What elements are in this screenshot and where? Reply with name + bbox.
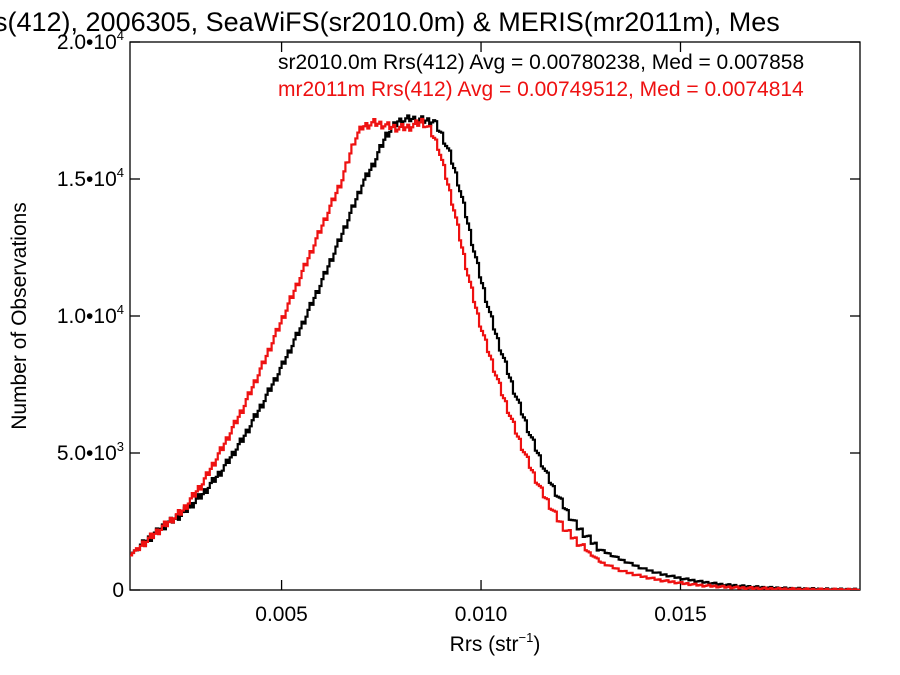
series-line-mr2011m xyxy=(130,117,860,590)
chart-title: s(412), 2006305, SeaWiFS(sr2010.0m) & ME… xyxy=(0,7,780,37)
legend-entry-black: sr2010.0m Rrs(412) Avg = 0.00780238, Med… xyxy=(278,51,804,74)
y-axis-ticks: 0 5.0•103 1.0•104 1.5•104 2.0•104 xyxy=(57,28,860,602)
x-tick-label: 0.010 xyxy=(455,603,508,626)
legend-entry-red: mr2011m Rrs(412) Avg = 0.00749512, Med =… xyxy=(278,78,804,101)
y-tick-label: 0 xyxy=(112,579,124,602)
y-tick-label: 2.0•104 xyxy=(57,28,124,54)
x-tick-label: 0.005 xyxy=(255,603,308,626)
x-axis-label-sup: −1 xyxy=(519,630,534,645)
x-tick-label: 0.015 xyxy=(654,603,707,626)
series-layer xyxy=(130,114,860,590)
y-tick-label: 1.0•104 xyxy=(57,302,124,328)
x-axis-label: Rrs (str−1) xyxy=(450,630,541,656)
x-axis-label-main: Rrs (str xyxy=(450,633,519,656)
y-axis-label: Number of Observations xyxy=(8,202,31,430)
x-axis-label-close: ) xyxy=(533,633,540,656)
y-tick-label: 1.5•104 xyxy=(57,165,124,191)
x-axis-ticks: 0.005 0.010 0.015 xyxy=(255,42,707,626)
y-tick-label: 5.0•103 xyxy=(57,439,124,465)
